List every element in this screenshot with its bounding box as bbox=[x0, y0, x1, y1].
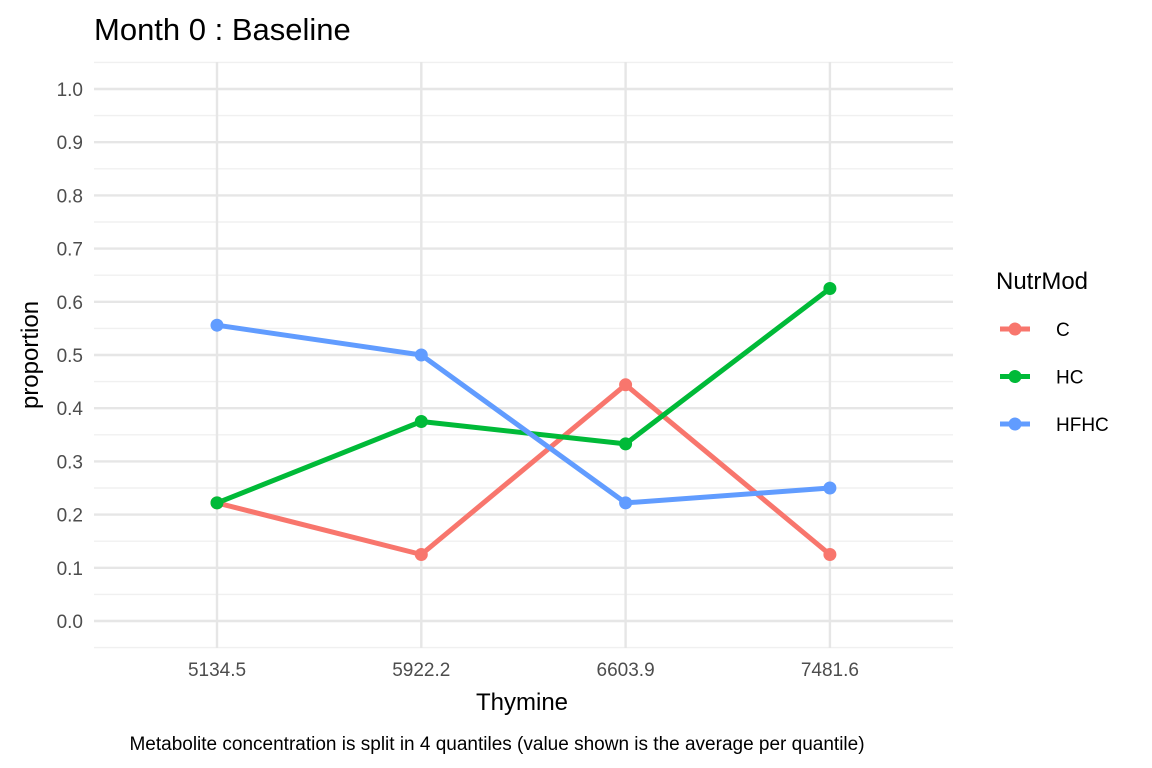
legend-label-hc: HC bbox=[1056, 368, 1083, 389]
x-tick-label: 5922.2 bbox=[392, 660, 450, 681]
y-tick-label: 0.8 bbox=[57, 186, 83, 207]
y-tick-labels: 0.0 0.1 0.2 0.3 0.4 0.5 0.6 0.7 0.8 0.9 1.0 bbox=[57, 80, 84, 633]
data-point-c bbox=[823, 548, 837, 561]
legend-key-point-c bbox=[1008, 322, 1022, 336]
x-tick-label: 7481.6 bbox=[801, 660, 859, 681]
y-tick-label: 0.6 bbox=[57, 293, 83, 314]
y-tick-label: 0.3 bbox=[57, 452, 83, 473]
legend-key-point-hfhc bbox=[1008, 417, 1022, 431]
legend-items: C HC HFHC bbox=[1000, 320, 1109, 436]
legend-label-c: C bbox=[1056, 320, 1070, 341]
legend-key-point-hc bbox=[1008, 370, 1022, 383]
y-tick-label: 0.2 bbox=[57, 506, 83, 527]
data-point-hc bbox=[210, 496, 224, 510]
x-axis-title: Thymine bbox=[476, 689, 568, 716]
series-lines bbox=[216, 286, 832, 557]
data-point-hc bbox=[619, 437, 633, 451]
legend-label-hfhc: HFHC bbox=[1056, 415, 1109, 436]
minor-gridlines bbox=[94, 61, 953, 649]
y-tick-label: 0.7 bbox=[57, 240, 83, 261]
legend: NutrMod C HC HFHC bbox=[996, 268, 1109, 436]
series-line-c bbox=[216, 382, 832, 557]
series-line-hc bbox=[216, 286, 832, 506]
data-point-c bbox=[619, 378, 633, 392]
y-tick-label: 0.9 bbox=[57, 133, 83, 154]
chart-title: Month 0 : Baseline bbox=[94, 12, 351, 47]
data-point-hfhc bbox=[414, 348, 428, 362]
x-tick-label: 5134.5 bbox=[188, 660, 246, 681]
data-point-c bbox=[414, 548, 428, 561]
data-point-hc bbox=[823, 282, 837, 295]
y-axis-title: proportion bbox=[17, 301, 44, 409]
y-tick-label: 0.5 bbox=[57, 346, 83, 367]
x-tick-labels: 5134.5 5922.2 6603.9 7481.6 bbox=[188, 660, 859, 681]
y-tick-label: 0.1 bbox=[57, 559, 83, 580]
y-tick-label: 0.0 bbox=[57, 612, 83, 633]
data-point-hc bbox=[414, 415, 428, 428]
series-points bbox=[210, 282, 837, 561]
legend-title: NutrMod bbox=[996, 268, 1088, 295]
chart-caption: Metabolite concentration is split in 4 q… bbox=[129, 734, 864, 755]
x-tick-label: 6603.9 bbox=[597, 660, 655, 681]
data-point-hfhc bbox=[210, 318, 224, 332]
data-point-hfhc bbox=[619, 496, 633, 510]
y-tick-label: 0.4 bbox=[57, 399, 84, 420]
y-tick-label: 1.0 bbox=[57, 80, 83, 101]
data-point-hfhc bbox=[823, 481, 837, 495]
series-line-hfhc bbox=[216, 322, 831, 506]
